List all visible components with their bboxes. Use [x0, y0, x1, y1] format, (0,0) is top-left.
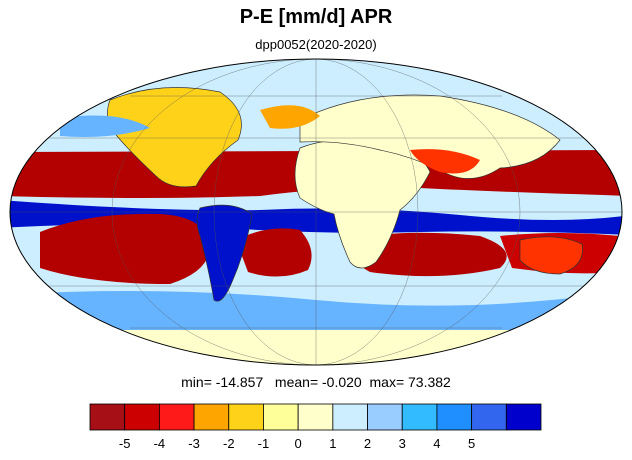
colorbar-box — [263, 403, 299, 431]
max-value: 73.382 — [408, 374, 451, 390]
colorbar-tick-label: 0 — [295, 436, 302, 451]
colorbar-tick-label: 4 — [433, 436, 440, 451]
colorbar-box — [158, 403, 195, 431]
plot-title: P-E [mm/d] APR — [239, 6, 393, 28]
south-america-land — [196, 204, 253, 302]
colorbar-tick-label: 1 — [329, 436, 336, 451]
indian-ocean-dry — [348, 232, 507, 277]
north-wet-patches — [60, 115, 150, 137]
eurasia-land — [299, 94, 561, 179]
min-label: min= — [181, 374, 212, 390]
south-pacific-dry — [40, 213, 211, 284]
asia-dry-patch — [410, 149, 480, 174]
colorbar-tick-label: 5 — [468, 436, 475, 451]
colorbar-box — [436, 403, 473, 431]
north-orange-patches — [260, 105, 320, 129]
colorbar-box — [124, 403, 160, 431]
colorbar-box — [332, 403, 368, 431]
colorbar-tick-label: 3 — [399, 436, 406, 451]
colorbar-tick-label: -2 — [223, 436, 235, 451]
plot-subtitle: dpp0052(2020-2020) — [255, 37, 377, 52]
colorbar-box — [228, 403, 264, 431]
globe-outline — [9, 58, 623, 366]
colorbar-tick-label: 2 — [364, 436, 371, 451]
colorbar-tick-label: -1 — [258, 436, 270, 451]
south-atlantic-dry — [236, 228, 312, 277]
statistics-line: min= -14.857 mean= -0.020 max= 73.382 — [0, 374, 632, 390]
colorbar-box — [471, 403, 507, 431]
colorbar-box — [367, 403, 403, 431]
colorbar-box — [89, 403, 126, 431]
colorbar-box — [401, 403, 438, 431]
colorbar-box — [505, 403, 542, 431]
min-value: -14.857 — [215, 374, 264, 390]
mean-value: -0.020 — [322, 374, 362, 390]
colorbar-tick-label: -5 — [119, 436, 131, 451]
colorbar-tick-label: -4 — [154, 436, 166, 451]
sahara-dry — [302, 149, 404, 188]
australia-land — [519, 236, 583, 275]
max-label: max= — [369, 374, 405, 390]
colorbar-tick-label: -3 — [188, 436, 200, 451]
colorbar-box — [193, 403, 230, 431]
mean-label: mean= — [274, 374, 319, 390]
world-map — [9, 58, 623, 366]
colorbar-box — [297, 403, 334, 431]
